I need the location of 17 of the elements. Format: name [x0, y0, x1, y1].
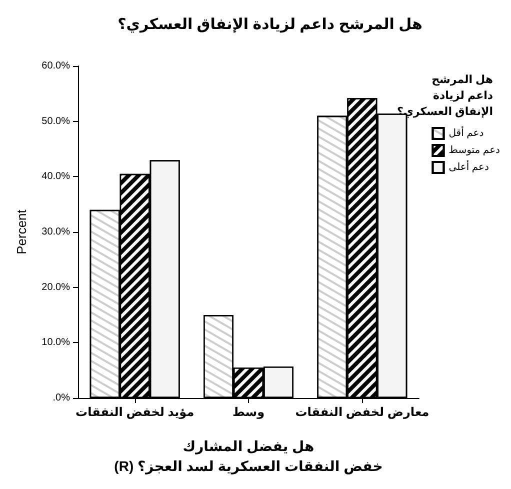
- y-axis-title: Percent: [14, 209, 29, 254]
- y-tick-label: 50.0%: [42, 116, 70, 127]
- y-tick-label: .0%: [52, 392, 70, 404]
- x-tick-label: معارض لخفض النفقات: [295, 405, 430, 419]
- y-tick-label: 10.0%: [42, 337, 70, 348]
- legend-label: دعم أعلى: [448, 160, 489, 173]
- chart-title: هل المرشح داعم لزيادة الإنفاق العسكري؟: [118, 16, 422, 33]
- y-tick-label: 40.0%: [42, 171, 70, 182]
- x-axis-title: هل يفضل المشارك (R) خفض النفقات العسكرية لسد العجز؟: [114, 438, 383, 475]
- y-tick-label: 20.0%: [42, 282, 70, 293]
- y-tick-label: 60.0%: [42, 60, 70, 72]
- legend-label: دعم أقل: [448, 126, 484, 139]
- legend-label: دعم متوسط: [448, 145, 500, 156]
- x-tick-label: وسط: [232, 405, 265, 419]
- legend-title: هل المرشح داعم لزيادة الإنفاق العسكري؟: [396, 74, 494, 118]
- y-tick-label: 30.0%: [42, 226, 70, 238]
- x-tick-label: مؤيد لخفض النفقات: [76, 405, 194, 419]
